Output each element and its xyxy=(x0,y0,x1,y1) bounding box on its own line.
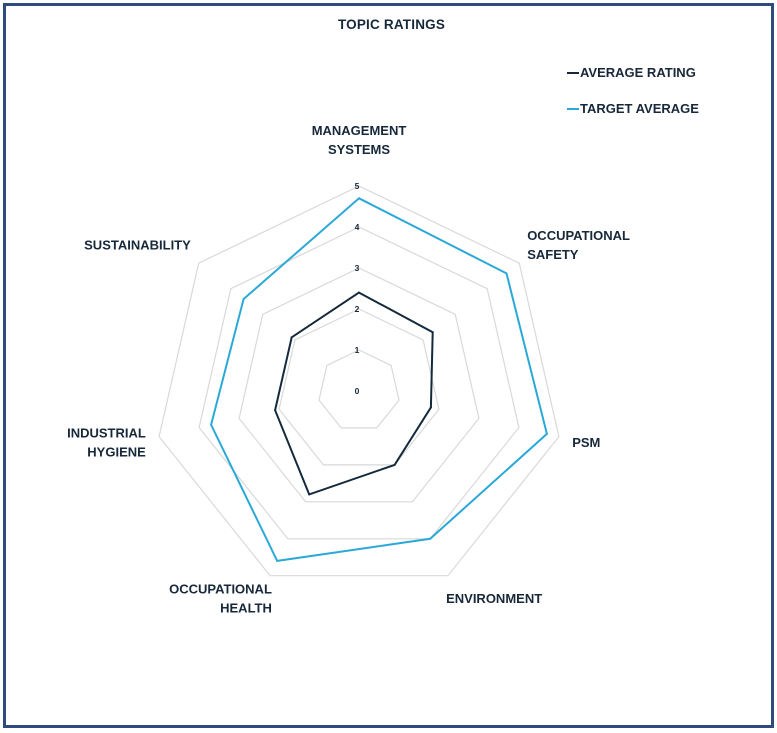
legend-swatch-target-average xyxy=(567,107,579,110)
axis-label-2-line-0: PSM xyxy=(572,435,600,450)
series-line-1 xyxy=(210,197,549,562)
tick-label-1: 1 xyxy=(355,345,360,355)
axis-label-5-line-0: INDUSTRIAL xyxy=(67,425,146,440)
axis-label-0: MANAGEMENT SYSTEMS xyxy=(312,123,407,157)
chart-legend: AVERAGE RATING TARGET AVERAGE xyxy=(567,63,699,135)
axis-label-0-line-1: SYSTEMS xyxy=(328,142,390,157)
series-0-point-3 xyxy=(393,463,396,466)
series-1-point-3 xyxy=(429,537,432,540)
series-1-point-5 xyxy=(210,423,213,426)
grid-ring-3 xyxy=(238,267,480,503)
radar-axis-labels: MANAGEMENT SYSTEMS OCCUPATIONAL SAFETY PSM EN… xyxy=(67,123,630,615)
tick-label-0: 0 xyxy=(355,386,360,396)
axis-label-4-line-0: OCCUPATIONAL xyxy=(169,581,272,596)
legend-label-average-rating: AVERAGE RATING xyxy=(580,65,696,80)
axis-label-1-line-0: OCCUPATIONAL xyxy=(527,228,630,243)
series-1-point-6 xyxy=(242,298,245,300)
axis-label-3: ENVIRONMENT xyxy=(446,591,542,606)
legend-label-target-average: TARGET AVERAGE xyxy=(580,101,699,116)
tick-label-3: 3 xyxy=(355,263,360,273)
axis-label-3-line-0: ENVIRONMENT xyxy=(446,591,542,606)
grid-ring-2 xyxy=(278,308,440,466)
series-1-point-1 xyxy=(505,272,508,275)
tick-label-2: 2 xyxy=(355,304,360,314)
grid-ring-5 xyxy=(158,185,560,577)
radar-series xyxy=(210,197,549,562)
legend-item-average-rating: AVERAGE RATING xyxy=(567,63,699,83)
series-0-point-5 xyxy=(274,409,277,412)
grid-ring-1 xyxy=(318,349,400,429)
axis-label-4: OCCUPATIONAL HEALTH xyxy=(169,581,272,615)
axis-label-1-line-1: SAFETY xyxy=(527,247,579,262)
chart-frame: TOPIC RATINGS xyxy=(3,3,774,728)
series-line-0 xyxy=(274,291,434,496)
grid-ring-4 xyxy=(198,226,520,540)
axis-label-5-line-1: HYGIENE xyxy=(87,444,146,459)
axis-label-5: INDUSTRIAL HYGIENE xyxy=(67,425,146,459)
axis-label-0-line-0: MANAGEMENT xyxy=(312,123,407,138)
series-1-point-0 xyxy=(358,197,360,200)
series-0-point-0 xyxy=(358,291,360,294)
series-0-point-2 xyxy=(429,406,432,409)
series-1-point-4 xyxy=(276,559,279,562)
radar-tick-labels: 0 1 2 3 4 5 xyxy=(355,181,360,396)
series-0-point-6 xyxy=(290,336,293,339)
chart-title: TOPIC RATINGS xyxy=(337,17,446,32)
legend-item-target-average: TARGET AVERAGE xyxy=(567,99,699,119)
axis-label-1: OCCUPATIONAL SAFETY xyxy=(527,228,630,262)
series-1-point-2 xyxy=(545,432,548,435)
legend-swatch-average-rating xyxy=(567,71,579,74)
axis-label-2: PSM xyxy=(572,435,600,450)
series-0-point-4 xyxy=(308,493,311,496)
axis-label-6-line-0: SUSTAINABILITY xyxy=(84,238,191,253)
axis-label-6: SUSTAINABILITY xyxy=(84,238,191,253)
radar-grid xyxy=(158,185,560,577)
axis-label-4-line-1: HEALTH xyxy=(220,600,272,615)
series-0-point-1 xyxy=(431,331,434,334)
tick-label-5: 5 xyxy=(355,181,360,191)
tick-label-4: 4 xyxy=(355,222,360,232)
